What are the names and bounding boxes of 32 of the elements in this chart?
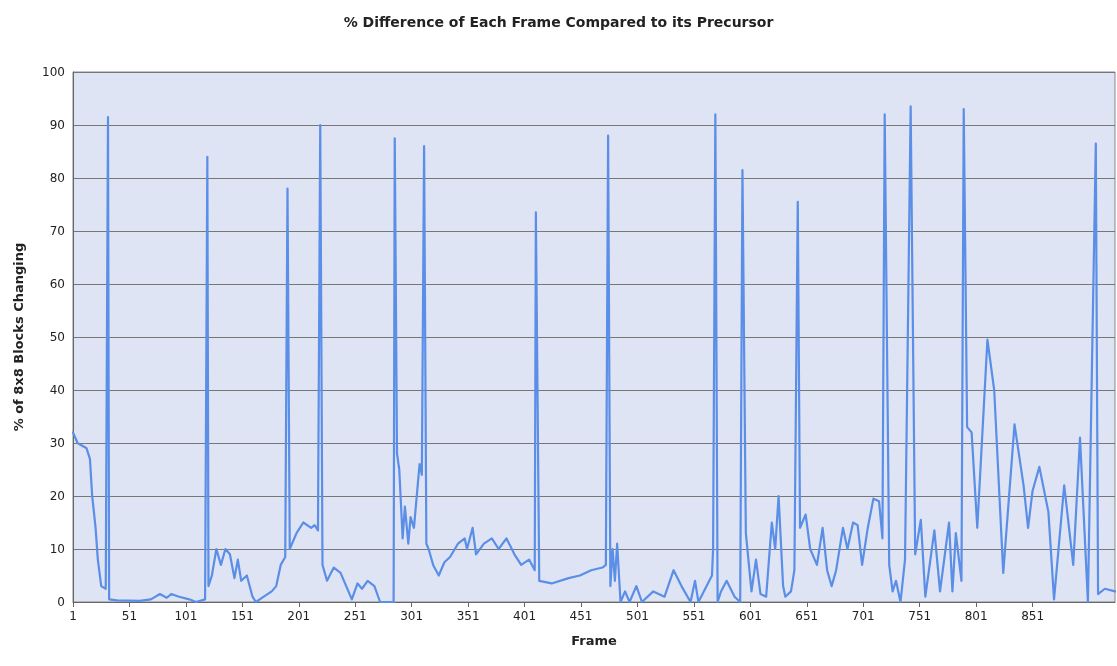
x-tick-label: 301 <box>400 609 424 623</box>
y-tick-label: 80 <box>49 171 65 185</box>
y-tick-label: 70 <box>49 224 65 238</box>
x-tick-label: 451 <box>569 609 593 623</box>
x-tick-label: 651 <box>795 609 819 623</box>
y-tick-label: 90 <box>49 118 65 132</box>
y-tick-label: 10 <box>49 542 65 556</box>
y-axis-title: % of 8x8 Blocks Changing <box>11 242 26 432</box>
x-tick-label: 251 <box>343 609 367 623</box>
y-tick-label: 50 <box>49 330 65 344</box>
y-tick-label: 0 <box>57 595 65 609</box>
x-tick-label: 351 <box>456 609 480 623</box>
x-tick-label: 851 <box>1021 609 1045 623</box>
x-tick-label: 701 <box>851 609 875 623</box>
x-tick-label: 601 <box>738 609 762 623</box>
x-tick-label: 1 <box>69 609 77 623</box>
x-tick-label: 401 <box>513 609 537 623</box>
y-tick-label: 30 <box>49 436 65 450</box>
x-tick-label: 751 <box>908 609 932 623</box>
x-tick-label: 201 <box>287 609 311 623</box>
y-tick-label: 60 <box>49 277 65 291</box>
x-tick-label: 501 <box>626 609 649 623</box>
x-tick-label: 51 <box>121 609 138 623</box>
x-tick-label: 801 <box>964 609 988 623</box>
y-tick-label: 40 <box>49 383 65 397</box>
x-axis-title: Frame <box>571 633 617 648</box>
y-tick-label: 20 <box>49 489 65 503</box>
chart-title: % Difference of Each Frame Compared to its Precursor <box>343 14 774 30</box>
y-tick-label: 100 <box>42 65 65 79</box>
x-tick-label: 551 <box>682 609 706 623</box>
x-tick-label: 101 <box>174 609 198 623</box>
x-tick-label: 151 <box>230 609 254 623</box>
